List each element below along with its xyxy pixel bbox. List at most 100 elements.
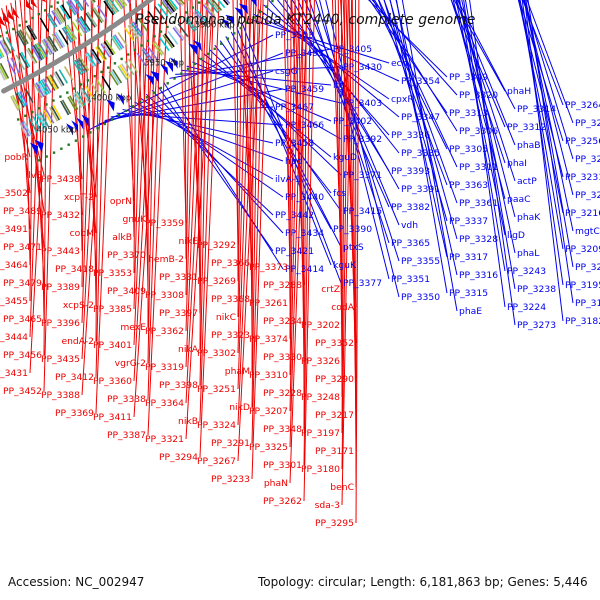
gene-arrow — [251, 0, 257, 7]
leader-line — [389, 0, 458, 240]
leader-line — [185, 0, 197, 332]
gene-label-reverse: nikA — [178, 344, 199, 355]
gene-label-reverse: PP_3374 — [249, 334, 288, 345]
gene-label-reverse: PP_3290 — [315, 374, 354, 385]
gene-arrow — [169, 57, 178, 69]
gene-label-forward: csgG — [275, 66, 298, 77]
gene-label-forward: PP_3306 — [459, 126, 498, 137]
gene-label-forward: PP_3315 — [449, 288, 488, 299]
gene-label-forward: PP_3421 — [275, 246, 314, 257]
gene-label-reverse: PP_3262 — [263, 496, 302, 507]
feature-bar — [54, 31, 66, 48]
gene-label-forward: PP_3458 — [275, 138, 314, 149]
feature-bar — [129, 23, 140, 38]
feature-bar — [47, 12, 58, 28]
gene-label-reverse: PP_3251 — [197, 384, 236, 395]
ring-dot — [74, 139, 78, 142]
feature-bar — [58, 69, 69, 84]
gene-label-forward: PP_3393 — [391, 166, 430, 177]
gene-label-forward: PP_3390 — [333, 224, 372, 235]
feature-bar — [166, 0, 177, 11]
kbp-tick-label: 4000 kbp — [91, 94, 131, 104]
leader-line — [184, 0, 187, 260]
feature-bar — [56, 7, 67, 22]
feature-bar — [17, 30, 28, 46]
gene-label-reverse: PP_3491 — [0, 224, 28, 235]
gene-label-forward: PP_3365 — [391, 238, 430, 249]
ring-dot — [185, 11, 188, 14]
feature-bar — [95, 46, 106, 61]
gene-label-forward: PP_3182 — [565, 316, 600, 327]
leader-line — [247, 18, 390, 64]
ring-dot — [66, 91, 69, 94]
feature-bar — [93, 7, 105, 23]
leader-line — [14, 0, 31, 230]
feature-bar — [143, 47, 154, 63]
gene-label-reverse: PP_3401 — [93, 340, 132, 351]
feature-bar — [5, 36, 16, 52]
feature-bar — [20, 51, 31, 68]
gene-label-reverse: phaM — [225, 366, 250, 377]
feature-bar — [154, 5, 165, 20]
ring-dot — [166, 82, 169, 85]
ring-dot — [56, 1, 59, 4]
feature-bar — [80, 15, 91, 31]
leader-line — [450, 0, 506, 128]
gene-label-forward: PP_3314 — [517, 104, 556, 115]
leader-line — [284, 0, 390, 172]
leader-line — [185, 0, 214, 440]
ring-dot — [186, 67, 190, 71]
gene-label-reverse: PP_3228 — [263, 388, 302, 399]
ring-dot — [93, 74, 96, 78]
ring-dot — [45, 103, 48, 106]
gene-label-reverse: PP_3321 — [145, 434, 184, 445]
feature-bar — [127, 24, 139, 40]
gene-label-reverse: PP_3171 — [315, 446, 354, 457]
ring-dot — [197, 1, 201, 4]
leader-line — [29, 0, 43, 338]
gene-label-forward: PP_3273 — [517, 320, 556, 331]
gene-label-forward: PP_3347 — [401, 112, 440, 123]
gene-arrow — [41, 0, 47, 3]
gene-label-reverse: PP_3353 — [93, 268, 132, 279]
ring-dot — [17, 118, 20, 121]
gene-label-forward: kguD — [333, 152, 357, 163]
ring-dot — [113, 62, 117, 65]
feature-bar — [130, 22, 142, 37]
feature-bar — [146, 45, 158, 60]
gene-label-reverse: crtZ — [321, 284, 340, 295]
gene-arrow — [30, 142, 39, 156]
gene-arrow — [2, 11, 11, 24]
ring-dot — [233, 32, 236, 35]
feature-bar — [136, 52, 147, 67]
gene-label-reverse: vgrG-2 — [115, 358, 146, 369]
feature-bar — [55, 71, 65, 86]
gene-label-forward: actP — [517, 176, 537, 187]
leader-line — [236, 0, 239, 282]
feature-bar — [60, 100, 70, 116]
feature-bar — [164, 0, 175, 13]
gene-label-forward: PP_3493 — [285, 48, 324, 59]
feature-bar — [75, 19, 86, 35]
ring-dot — [191, 6, 195, 9]
ring-dot — [67, 143, 70, 146]
feature-bar — [44, 37, 55, 54]
feature-bar — [48, 35, 59, 52]
ring-dot — [173, 77, 176, 80]
feature-bar — [117, 31, 128, 47]
feature-bar — [59, 5, 70, 20]
leader-line — [289, 0, 292, 340]
feature-bar — [39, 17, 50, 33]
gene-label-forward: cpxR — [391, 94, 414, 105]
ring-dot — [153, 35, 156, 38]
leader-line — [521, 0, 564, 286]
feature-bar — [222, 0, 229, 6]
gene-label-forward: phaL — [517, 248, 540, 259]
leader-line — [371, 0, 458, 96]
leader-line — [286, 0, 291, 304]
leader-line — [191, 0, 201, 278]
feature-bar — [0, 48, 5, 58]
leader-line — [240, 0, 253, 264]
gene-label-reverse: PP_3288 — [263, 280, 302, 291]
accession-text: Accession: NC_002947 — [8, 575, 144, 589]
